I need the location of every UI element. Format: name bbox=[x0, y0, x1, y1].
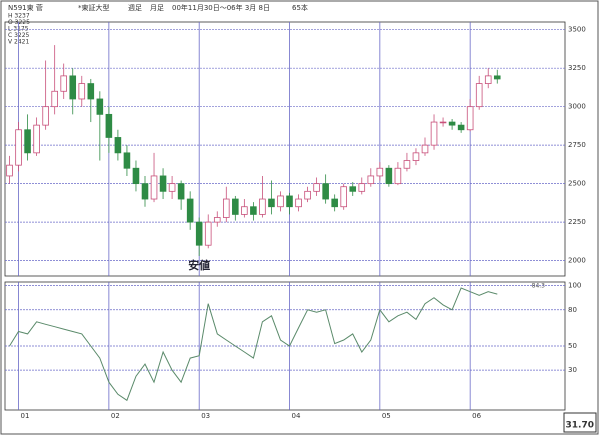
latest-label: 84.3 bbox=[532, 283, 546, 290]
candle-body bbox=[15, 129, 22, 166]
x-tick-label: 04 bbox=[292, 412, 301, 420]
last-value: 31.70 bbox=[566, 421, 594, 431]
header-period: 週足 bbox=[128, 3, 142, 12]
header-title: N591東 菅 bbox=[8, 3, 43, 12]
candle-body bbox=[322, 183, 329, 200]
header-count: 65本 bbox=[292, 3, 308, 12]
candle-body bbox=[430, 121, 438, 146]
candle-body bbox=[105, 113, 113, 138]
candle-body bbox=[159, 175, 167, 192]
candle-body bbox=[132, 167, 140, 185]
candle-body bbox=[60, 75, 67, 92]
y-tick-label: 3500 bbox=[568, 26, 586, 34]
candle-body bbox=[168, 183, 176, 192]
candle-body bbox=[259, 198, 266, 215]
y-tick-label: 2500 bbox=[568, 180, 586, 188]
y-tick-label: 50 bbox=[568, 342, 577, 350]
candle-body bbox=[268, 198, 275, 208]
annotation: 安値 bbox=[188, 258, 210, 272]
candle-body bbox=[204, 221, 212, 246]
candle-body bbox=[403, 160, 411, 169]
candle-body bbox=[195, 221, 203, 246]
candle-body bbox=[241, 206, 248, 215]
candle-body bbox=[385, 167, 393, 185]
candle-body bbox=[466, 106, 474, 131]
candle-body bbox=[24, 129, 31, 154]
candle-body bbox=[349, 186, 357, 192]
candle-body bbox=[304, 190, 311, 200]
candle-body bbox=[6, 164, 13, 177]
candle-body bbox=[439, 121, 447, 124]
last-value-box bbox=[563, 412, 597, 433]
candle-body bbox=[232, 198, 239, 215]
y-tick-label: 100 bbox=[568, 282, 581, 290]
x-tick-label: 02 bbox=[111, 412, 120, 420]
candle-body bbox=[123, 152, 131, 169]
y-tick-label: 80 bbox=[568, 306, 577, 314]
candle-body bbox=[186, 198, 194, 223]
x-tick-label: 06 bbox=[472, 412, 481, 420]
y-tick-label: 3250 bbox=[568, 64, 586, 72]
y-tick-label: 2750 bbox=[568, 141, 586, 149]
candle-body bbox=[457, 124, 465, 131]
x-tick-label: 05 bbox=[382, 412, 391, 420]
candle-body bbox=[286, 195, 293, 208]
x-tick-label: 03 bbox=[201, 412, 210, 420]
header-range: 00年11月30日〜06年 3月 8日 bbox=[172, 3, 270, 12]
candle-body bbox=[376, 167, 384, 177]
candle-body bbox=[250, 206, 257, 215]
y-tick-label: 2250 bbox=[568, 218, 586, 226]
candle-body bbox=[87, 83, 95, 100]
candle-body bbox=[141, 183, 149, 200]
candle-body bbox=[78, 83, 86, 100]
candle-body bbox=[295, 198, 302, 208]
y-tick-label: 30 bbox=[568, 366, 577, 374]
candle-body bbox=[412, 152, 420, 161]
candle-body bbox=[331, 198, 338, 208]
candle-body bbox=[277, 195, 284, 208]
candle-body bbox=[150, 175, 158, 200]
candle-body bbox=[33, 124, 40, 154]
candle-body bbox=[313, 183, 320, 192]
candle-body bbox=[367, 175, 375, 185]
legend-item: H 3237 bbox=[8, 13, 30, 20]
candle-body bbox=[448, 121, 456, 126]
oscillator-line bbox=[9, 287, 498, 402]
candle-body bbox=[493, 75, 501, 80]
price-panel bbox=[4, 21, 566, 277]
candle-body bbox=[421, 144, 429, 154]
candle-body bbox=[475, 83, 483, 108]
candle-body bbox=[358, 183, 366, 192]
candle-body bbox=[96, 98, 104, 115]
candle-body bbox=[114, 137, 122, 154]
candle-body bbox=[177, 183, 185, 200]
candle-body bbox=[222, 198, 230, 218]
y-tick-label: 3000 bbox=[568, 103, 586, 111]
y-tick-label: 2000 bbox=[568, 257, 586, 265]
header-market: *東証大型 bbox=[78, 3, 110, 12]
candle-body bbox=[69, 75, 77, 100]
candle-body bbox=[51, 90, 58, 108]
x-tick-label: 01 bbox=[21, 412, 30, 420]
candle-body bbox=[394, 167, 402, 185]
legend-item: O 3225 bbox=[8, 19, 30, 26]
candle-body bbox=[42, 106, 49, 126]
candle-body bbox=[484, 75, 492, 84]
header-mode: 月足 bbox=[150, 4, 164, 12]
candle-body bbox=[340, 186, 348, 208]
candle-body bbox=[213, 217, 221, 223]
